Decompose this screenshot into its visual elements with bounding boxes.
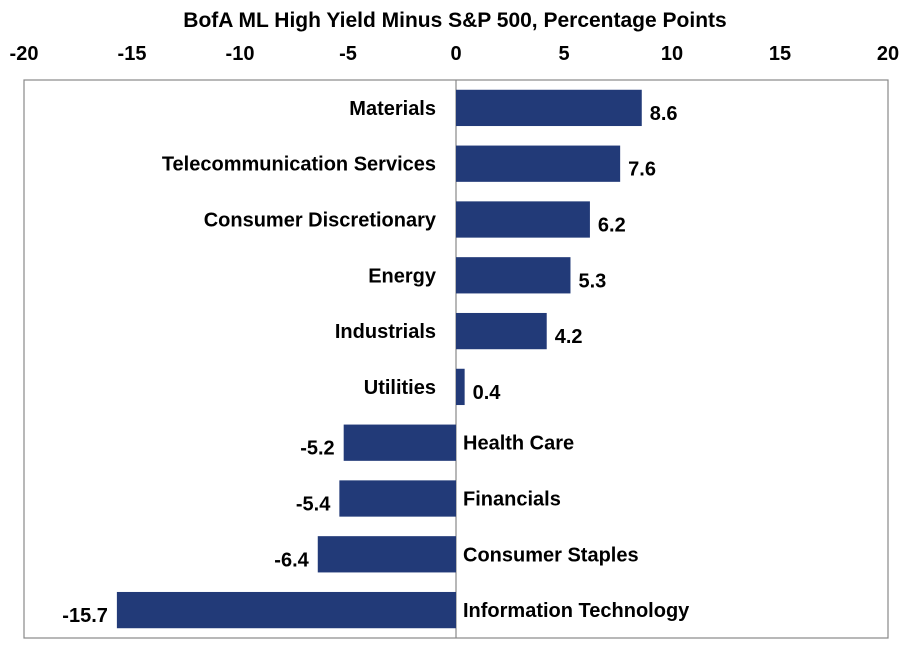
category-label: Telecommunication Services (162, 154, 436, 176)
category-label: Energy (368, 265, 437, 287)
category-label: Consumer Discretionary (204, 210, 437, 232)
category-label: Financials (463, 489, 561, 511)
bars (116, 89, 642, 629)
category-label: Health Care (463, 433, 574, 455)
x-tick-label: 0 (450, 43, 461, 65)
x-tick-label: 20 (877, 43, 899, 65)
x-tick-label: -20 (10, 43, 39, 65)
bar (456, 201, 590, 238)
chart-title: BofA ML High Yield Minus S&P 500, Percen… (183, 9, 726, 32)
x-tick-label: -10 (226, 43, 255, 65)
bar (456, 89, 642, 127)
category-labels: Materials Telecommunication Services Consu… (162, 98, 690, 622)
bar (456, 368, 465, 406)
bar (456, 145, 621, 182)
bar (317, 536, 456, 573)
bar (339, 480, 456, 517)
category-label: Materials (349, 98, 436, 120)
x-tick-label: -5 (339, 43, 357, 65)
value-label: -15.7 (62, 605, 108, 627)
bar (456, 257, 571, 294)
value-label: -6.4 (274, 549, 309, 571)
bar (116, 591, 456, 629)
category-label: Utilities (364, 377, 436, 399)
category-label: Industrials (335, 321, 436, 343)
value-label: -5.2 (300, 438, 334, 460)
value-label: 4.2 (555, 326, 583, 348)
category-label: Consumer Staples (463, 544, 639, 566)
value-labels: 8.6 7.6 6.2 5.3 4.2 0.4 -5.2 -5.4 -6.4 -15.7 (62, 103, 677, 627)
category-label: Information Technology (463, 600, 690, 622)
bar (456, 312, 547, 350)
value-label: -5.4 (296, 494, 331, 516)
x-tick-label: -15 (118, 43, 147, 65)
value-label: 0.4 (473, 382, 502, 404)
value-label: 8.6 (650, 103, 678, 125)
value-label: 5.3 (578, 270, 606, 292)
x-tick-label: 15 (769, 43, 791, 65)
bar (343, 424, 456, 461)
x-tick-label: 10 (661, 43, 683, 65)
x-tick-label: 5 (558, 43, 569, 65)
x-axis-ticks: -20 -15 -10 -5 0 5 10 15 20 (10, 43, 900, 65)
value-label: 7.6 (628, 159, 656, 181)
value-label: 6.2 (598, 215, 626, 237)
